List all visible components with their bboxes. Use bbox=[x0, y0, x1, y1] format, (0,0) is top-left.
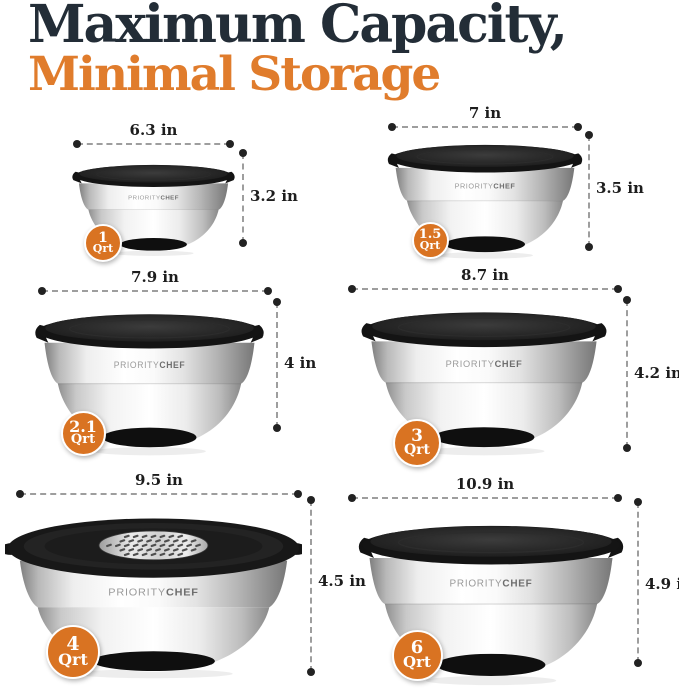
bowl-photo-1-5qrt: PRIORITYCHEF bbox=[385, 135, 585, 260]
capacity-unit: Qrt bbox=[58, 650, 88, 670]
capacity-badge-1qrt: 1 Qrt bbox=[84, 224, 122, 262]
dimension-dot bbox=[574, 123, 582, 131]
width-dimension-line-1qrt bbox=[73, 140, 234, 148]
capacity-value: 1 bbox=[98, 229, 108, 246]
capacity-unit: Qrt bbox=[403, 653, 431, 672]
height-dimension-line-6qrt bbox=[634, 498, 642, 667]
capacity-value: 4 bbox=[66, 632, 80, 655]
width-dimension-line-1-5qrt bbox=[388, 123, 582, 131]
dimension-dot bbox=[264, 287, 272, 295]
height-label-2-1qrt: 4 in bbox=[284, 354, 317, 372]
dimension-dot bbox=[307, 668, 315, 676]
capacity-badge-1-5qrt: 1.5 Qrt bbox=[411, 221, 449, 259]
dimension-dot bbox=[614, 494, 622, 502]
dimension-dot bbox=[226, 140, 234, 148]
capacity-badge-4qrt: 4 Qrt bbox=[46, 625, 100, 679]
bowl-photo-1qrt: PRIORITYCHEF bbox=[70, 157, 237, 257]
width-label-1-5qrt: 7 in bbox=[468, 104, 502, 122]
svg-text:PRIORITYCHEF: PRIORITYCHEF bbox=[446, 359, 523, 369]
dimension-dot bbox=[38, 287, 46, 295]
dimension-dot bbox=[634, 498, 642, 506]
dimension-dot bbox=[16, 490, 24, 498]
dimension-dot bbox=[623, 444, 631, 452]
height-label-1qrt: 3.2 in bbox=[250, 187, 298, 205]
dimension-dot bbox=[585, 243, 593, 251]
width-label-2-1qrt: 7.9 in bbox=[131, 268, 179, 286]
height-label-3qrt: 4.2 in bbox=[634, 364, 679, 382]
height-dimension-line-2-1qrt bbox=[273, 298, 281, 432]
capacity-value: 6 bbox=[410, 636, 424, 658]
dimension-dot bbox=[307, 496, 315, 504]
dimension-dot bbox=[388, 123, 396, 131]
dimension-dot bbox=[585, 131, 593, 139]
height-label-6qrt: 4.9 in bbox=[645, 575, 679, 593]
dimension-dot bbox=[623, 296, 631, 304]
width-dimension-line-3qrt bbox=[348, 285, 622, 293]
capacity-unit: Qrt bbox=[70, 432, 96, 448]
height-dimension-line-1qrt bbox=[239, 149, 247, 247]
dimension-dot bbox=[273, 424, 281, 432]
capacity-value: 2.1 bbox=[69, 416, 97, 436]
dimension-dot bbox=[239, 149, 247, 157]
bowl-photo-6qrt: PRIORITYCHEF bbox=[355, 512, 627, 687]
dimension-dot bbox=[294, 490, 302, 498]
title-line-1: Maximum Capacity, bbox=[28, 0, 568, 55]
bowl-photo-3qrt: PRIORITYCHEF bbox=[358, 300, 610, 457]
dimension-dot bbox=[634, 659, 642, 667]
dimension-dot bbox=[614, 285, 622, 293]
svg-text:PRIORITYCHEF: PRIORITYCHEF bbox=[450, 579, 533, 590]
capacity-badge-6qrt: 6 Qrt bbox=[391, 629, 443, 681]
svg-text:PRIORITYCHEF: PRIORITYCHEF bbox=[114, 360, 186, 370]
capacity-unit: Qrt bbox=[419, 238, 441, 252]
page-title: Maximum Capacity, Minimal Storage bbox=[28, 0, 568, 103]
svg-text:PRIORITYCHEF: PRIORITYCHEF bbox=[108, 588, 198, 598]
capacity-badge-2-1qrt: 2.1 Qrt bbox=[60, 410, 106, 456]
capacity-value: 1.5 bbox=[418, 226, 442, 242]
dimension-dot bbox=[348, 285, 356, 293]
dimension-dot bbox=[73, 140, 81, 148]
height-label-1-5qrt: 3.5 in bbox=[596, 179, 644, 197]
width-dimension-line-6qrt bbox=[348, 494, 622, 502]
title-line-2: Minimal Storage bbox=[28, 47, 441, 103]
capacity-value: 3 bbox=[411, 425, 423, 446]
height-label-4qrt: 4.5 in bbox=[318, 572, 366, 590]
dimension-dot bbox=[348, 494, 356, 502]
capacity-unit: Qrt bbox=[403, 442, 431, 459]
dimension-dot bbox=[273, 298, 281, 306]
height-dimension-line-4qrt bbox=[307, 496, 315, 676]
width-label-4qrt: 9.5 in bbox=[135, 471, 183, 489]
width-dimension-line-4qrt bbox=[16, 490, 302, 498]
capacity-badge-3qrt: 3 Qrt bbox=[393, 419, 441, 467]
svg-text:PRIORITYCHEF: PRIORITYCHEF bbox=[455, 181, 516, 190]
width-label-1qrt: 6.3 in bbox=[129, 121, 178, 139]
width-dimension-line-2-1qrt bbox=[38, 287, 272, 295]
dimension-dot bbox=[239, 239, 247, 247]
height-dimension-line-3qrt bbox=[623, 296, 631, 452]
width-label-3qrt: 8.7 in bbox=[461, 266, 509, 284]
capacity-unit: Qrt bbox=[92, 242, 114, 256]
width-label-6qrt: 10.9 in bbox=[455, 475, 515, 493]
svg-text:PRIORITYCHEF: PRIORITYCHEF bbox=[128, 196, 179, 202]
height-dimension-line-1-5qrt bbox=[585, 131, 593, 251]
